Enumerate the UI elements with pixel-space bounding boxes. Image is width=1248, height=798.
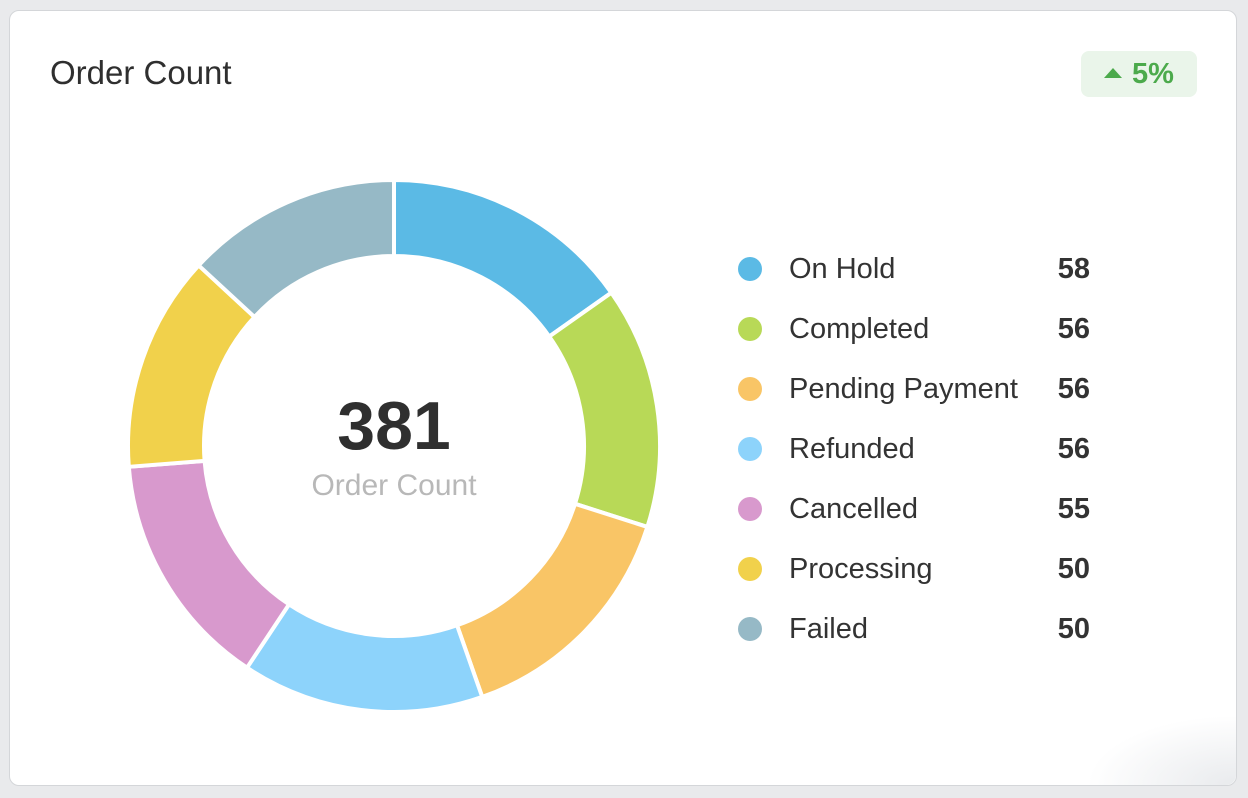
card-title: Order Count (50, 54, 232, 91)
chart-legend: On Hold 58 Completed 56 Pending Payment 56 Ref… (738, 247, 1098, 667)
legend-value: 50 (1057, 613, 1090, 645)
donut-slice-on-hold[interactable] (392, 178, 614, 339)
trend-value: 5% (1132, 57, 1174, 90)
legend-item-cancelled[interactable]: Cancelled 55 (738, 487, 1098, 547)
legend-value: 56 (1057, 373, 1090, 405)
center-caption: Order Count (311, 469, 477, 502)
legend-dot-icon (738, 617, 762, 641)
legend-label: Refunded (789, 433, 915, 465)
legend-item-completed[interactable]: Completed 56 (738, 307, 1098, 367)
legend-dot-icon (738, 557, 762, 581)
legend-label: Completed (789, 313, 930, 345)
legend-item-pending-payment[interactable]: Pending Payment 56 (738, 367, 1098, 427)
legend-label: Processing (789, 553, 933, 585)
center-total: 381 (337, 388, 451, 464)
donut-slice-pending-payment[interactable] (455, 501, 650, 699)
legend-value: 55 (1057, 493, 1090, 525)
trend-up-icon (1104, 68, 1123, 78)
legend-value: 50 (1057, 553, 1090, 585)
legend-dot-icon (738, 377, 762, 401)
legend-dot-icon (738, 317, 762, 341)
legend-dot-icon (738, 497, 762, 521)
legend-label: On Hold (789, 253, 896, 285)
legend-item-on-hold[interactable]: On Hold 58 (738, 247, 1098, 307)
legend-value: 56 (1057, 433, 1090, 465)
legend-dot-icon (738, 437, 762, 461)
legend-label: Pending Payment (789, 373, 1018, 405)
legend-item-processing[interactable]: Processing 50 (738, 547, 1098, 607)
legend-item-failed[interactable]: Failed 50 (738, 607, 1098, 667)
legend-value: 58 (1057, 253, 1090, 285)
legend-value: 56 (1057, 313, 1090, 345)
donut-slice-refunded[interactable] (245, 602, 485, 714)
trend-badge: 5% (1081, 51, 1197, 97)
donut-slice-failed[interactable] (196, 178, 396, 320)
corner-shade (1086, 715, 1236, 785)
legend-label: Failed (789, 613, 868, 645)
donut-slice-completed[interactable] (547, 290, 662, 529)
legend-dot-icon (738, 257, 762, 281)
legend-item-refunded[interactable]: Refunded 56 (738, 427, 1098, 487)
order-count-card: Order Count 5% 381 Order Count On Hold 58… (9, 10, 1237, 786)
legend-label: Cancelled (789, 493, 918, 525)
donut-chart (126, 178, 662, 714)
